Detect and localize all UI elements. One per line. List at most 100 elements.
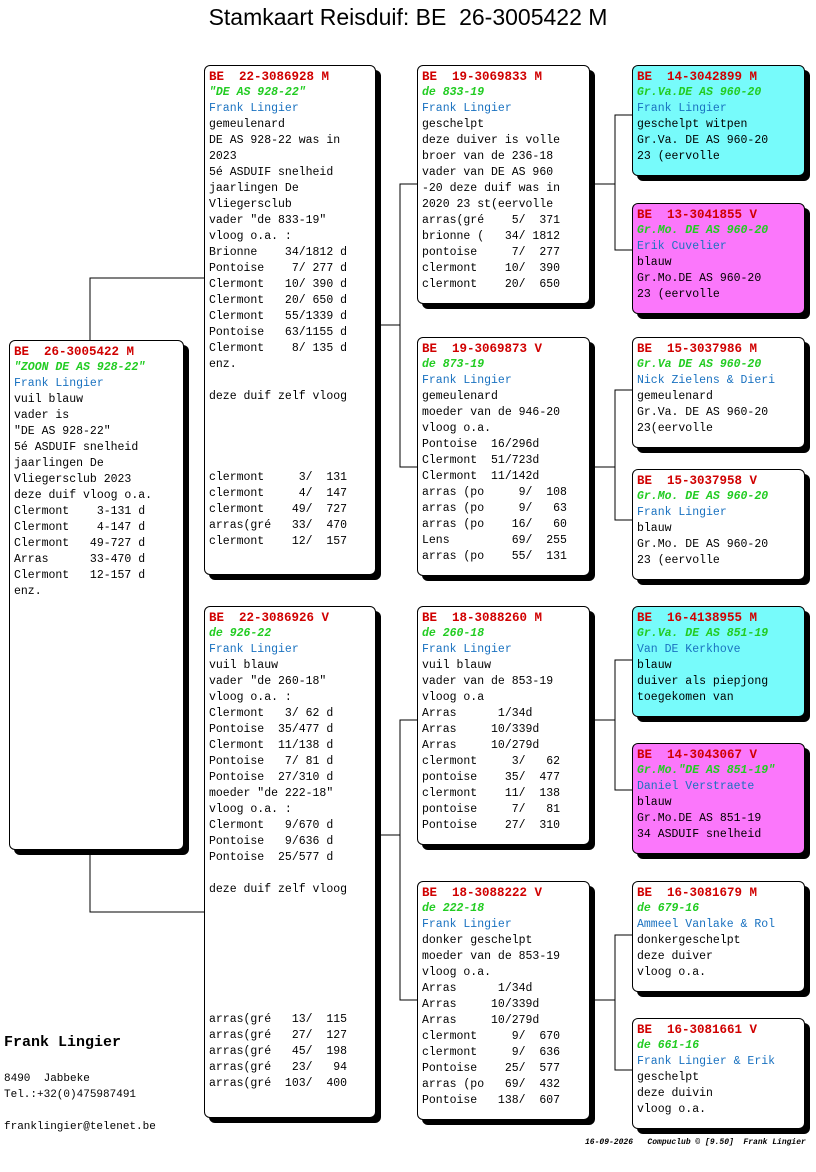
sire-sire-sire-card[interactable]: BE 14-3042899 M Gr.Va.DE AS 960-20 Frank… xyxy=(632,65,805,176)
ring-number: BE 22-3086926 V xyxy=(209,611,330,625)
info-line: duiver als piepjong xyxy=(637,675,769,688)
info-line: gemeulenard xyxy=(637,390,713,403)
result-line: clermont 3/ 131 xyxy=(209,471,348,484)
sire-card[interactable]: BE 22-3086928 M "DE AS 928-22" Frank Lin… xyxy=(204,65,376,575)
info-line: vader is xyxy=(14,409,70,422)
info-line: Clermont 20/ 650 d xyxy=(209,294,348,307)
info-line: vuil blauw xyxy=(14,393,84,406)
owner-name: Ammeel Vanlake & Rol xyxy=(637,918,776,931)
info-line: broer van de 236-18 xyxy=(422,150,554,163)
owner-name: Frank Lingier & Erik xyxy=(637,1055,776,1068)
info-line: vloog o.a. xyxy=(637,966,707,979)
info-line: arras(gré 5/ 371 xyxy=(422,214,561,227)
results-list: arras(gré 13/ 115 arras(gré 27/ 127 arra… xyxy=(209,1012,347,1092)
info-line: 34 ASDUIF snelheid xyxy=(637,828,762,841)
info-line: Clermont 12-157 d xyxy=(14,569,146,582)
result-line: arras(gré 27/ 127 xyxy=(209,1029,348,1042)
info-line xyxy=(209,866,372,882)
sire-sire-card[interactable]: BE 19-3069833 M de 833-19 Frank Lingier … xyxy=(417,65,590,304)
info-line: brionne ( 34/ 1812 xyxy=(422,230,561,243)
owner-name: Frank Lingier xyxy=(209,643,299,656)
pigeon-name: Gr.Va DE AS 960-20 xyxy=(637,358,762,371)
info-line: Pontoise 63/1155 d xyxy=(209,326,348,339)
info-line: Clermont 4-147 d xyxy=(14,521,146,534)
pigeon-name: de 661-16 xyxy=(637,1039,700,1052)
sire-dam-card[interactable]: BE 19-3069873 V de 873-19 Frank Lingier … xyxy=(417,337,590,576)
info-line: Clermont 11/138 d xyxy=(209,739,334,752)
breeder-name: Frank Lingier xyxy=(4,1034,122,1051)
info-line: Clermont 11/142d xyxy=(422,470,540,483)
info-line: Arras 10/339d xyxy=(422,723,540,736)
info-line: Pontoise 138/ 607 xyxy=(422,1094,561,1107)
info-line: deze duiver xyxy=(637,950,713,963)
info-line: vloog o.a. : xyxy=(209,230,292,243)
info-line: Brionne 34/1812 d xyxy=(209,246,348,259)
info-line: Arras 10/279d xyxy=(422,1014,540,1027)
info-line: Clermont 51/723d xyxy=(422,454,540,467)
sire-dam-sire-card[interactable]: BE 15-3037986 M Gr.Va DE AS 960-20 Nick … xyxy=(632,337,805,448)
info-line: blauw xyxy=(637,659,672,672)
info-line: Pontoise 25/ 577 xyxy=(422,1062,561,1075)
ring-number: BE 22-3086928 M xyxy=(209,70,330,84)
breeder-email[interactable]: franklingier@telenet.be xyxy=(4,1121,156,1133)
info-line: donker geschelpt xyxy=(422,934,533,947)
info-line: Pontoise 16/296d xyxy=(422,438,540,451)
info-line: 23(eervolle xyxy=(637,422,713,435)
dam-sire-card[interactable]: BE 18-3088260 M de 260-18 Frank Lingier … xyxy=(417,606,590,845)
info-line: 2020 23 st(eervolle xyxy=(422,198,554,211)
pigeon-name: de 222-18 xyxy=(422,902,485,915)
info-line: Arras 33-470 d xyxy=(14,553,146,566)
info-line: clermont 3/ 62 xyxy=(422,755,561,768)
info-line: moeder van de 946-20 xyxy=(422,406,561,419)
info-line: pontoise 35/ 477 xyxy=(422,771,561,784)
subject-card[interactable]: BE 26-3005422 M "ZOON DE AS 928-22" Fran… xyxy=(9,340,184,850)
info-line: Clermont 10/ 390 d xyxy=(209,278,348,291)
info-line: 5é ASDUIF snelheid xyxy=(209,166,334,179)
owner-name: Van DE Kerkhove xyxy=(637,643,741,656)
info-line: Clermont 55/1339 d xyxy=(209,310,348,323)
dam-sire-dam-card[interactable]: BE 14-3043067 V Gr.Mo."DE AS 851-19" Dan… xyxy=(632,743,805,854)
dam-dam-dam-card[interactable]: BE 16-3081661 V de 661-16 Frank Lingier … xyxy=(632,1018,805,1129)
info-line: vader "de 260-18" xyxy=(209,675,327,688)
info-line: Gr.Mo. DE AS 960-20 xyxy=(637,538,769,551)
sire-sire-dam-card[interactable]: BE 13-3041855 V Gr.Mo. DE AS 960-20 Erik… xyxy=(632,203,805,314)
ring-number: BE 18-3088260 M xyxy=(422,611,543,625)
ring-number: BE 14-3043067 V xyxy=(637,748,758,762)
result-line: arras(gré 13/ 115 xyxy=(209,1013,348,1026)
info-line: arras (po 16/ 60 xyxy=(422,518,567,531)
owner-name: Daniel Verstraete xyxy=(637,780,755,793)
result-line: arras(gré 33/ 470 xyxy=(209,519,348,532)
info-line: enz. xyxy=(14,585,42,598)
info-line: Pontoise 27/ 310 xyxy=(422,819,561,832)
info-line: blauw xyxy=(637,256,672,269)
owner-name: Frank Lingier xyxy=(422,918,512,931)
ring-number: BE 16-3081661 V xyxy=(637,1023,758,1037)
dam-sire-sire-card[interactable]: BE 16-4138955 M Gr.Va. DE AS 851-19 Van … xyxy=(632,606,805,717)
info-line xyxy=(209,373,372,389)
result-line: clermont 49/ 727 xyxy=(209,503,348,516)
info-line: DE AS 928-22 was in xyxy=(209,134,341,147)
sire-dam-dam-card[interactable]: BE 15-3037958 V Gr.Mo. DE AS 960-20 Fran… xyxy=(632,469,805,580)
owner-name: Frank Lingier xyxy=(14,377,104,390)
result-line: arras(gré 23/ 94 xyxy=(209,1061,348,1074)
ring-number: BE 15-3037958 V xyxy=(637,474,758,488)
dam-card[interactable]: BE 22-3086926 V de 926-22 Frank Lingier … xyxy=(204,606,376,1118)
info-line: Clermont 9/670 d xyxy=(209,819,334,832)
info-line: arras (po 9/ 63 xyxy=(422,502,567,515)
info-line: vader van de 853-19 xyxy=(422,675,554,688)
dam-dam-card[interactable]: BE 18-3088222 V de 222-18 Frank Lingier … xyxy=(417,881,590,1120)
pigeon-name: "ZOON DE AS 928-22" xyxy=(14,361,146,374)
info-line: Arras 1/34d xyxy=(422,707,533,720)
info-line: -20 deze duif was in xyxy=(422,182,561,195)
info-line: Arras 10/339d xyxy=(422,998,540,1011)
info-line: arras (po 9/ 108 xyxy=(422,486,567,499)
info-line: 2023 xyxy=(209,150,237,163)
info-line: deze duif zelf vloog xyxy=(209,883,348,896)
info-line: 5é ASDUIF snelheid xyxy=(14,441,139,454)
results-list: clermont 3/ 131 clermont 4/ 147 clermont… xyxy=(209,470,347,550)
ring-number: BE 15-3037986 M xyxy=(637,342,758,356)
info-line: blauw xyxy=(637,522,672,535)
info-line: clermont 11/ 138 xyxy=(422,787,561,800)
dam-dam-sire-card[interactable]: BE 16-3081679 M de 679-16 Ammeel Vanlake… xyxy=(632,881,805,992)
